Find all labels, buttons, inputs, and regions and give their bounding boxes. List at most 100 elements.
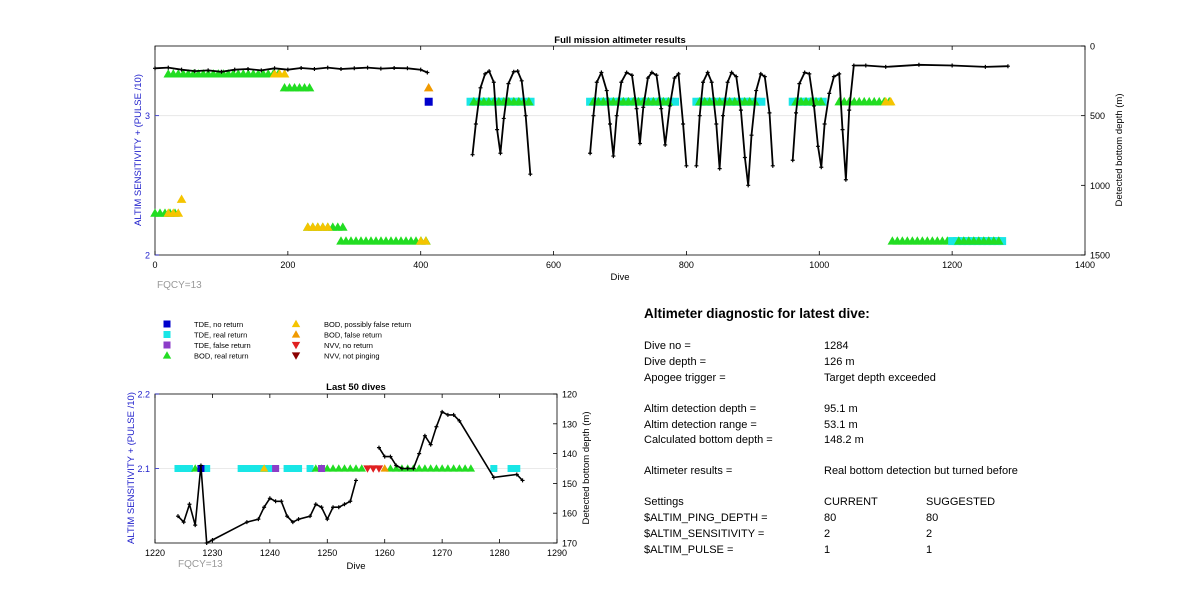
legend-label: NVV, not pinging [324,352,380,361]
sensitivity-suggested: 2 [926,528,933,540]
depth-point [746,183,751,188]
depth-point [491,80,496,85]
marker-tde-real-return [203,465,211,472]
plot-frame [154,45,1086,256]
marker-bod-possibly-false [279,69,290,78]
depth-point [308,514,313,519]
x-tick-label: 400 [413,260,428,270]
depth-point [523,113,528,118]
y2-axis-label: Detected bottom depth (m) [1114,94,1125,207]
depth-point [256,517,261,522]
depth-point [811,103,816,108]
x-tick-label: 1260 [375,548,395,558]
depth-point [279,499,284,504]
depth-point [428,442,433,447]
depth-point [339,66,343,71]
legend-item-bod-possibly-false: BOD, possibly false return [291,319,411,329]
dive-depth-value: 126 m [824,356,855,368]
chart-title: Last 50 dives [326,382,386,393]
depth-point [840,127,845,132]
depth-point [501,116,506,121]
marker-tde-real-return [671,97,680,106]
marker-tde-real-return [243,465,251,472]
marker-tde-real-return [174,465,182,472]
y2-tick-label: 1500 [1090,251,1110,261]
depth-line [695,70,774,186]
depth-point [506,81,511,86]
depth-point [663,142,668,147]
depth-point [694,163,699,168]
marker-tde-real-return [788,97,797,106]
y2-tick-label: 140 [562,449,577,459]
dive-no-value: 1284 [824,340,849,352]
calculated-bottom-depth-label: Calculated bottom depth = [644,434,773,446]
marker-bod-real-return [449,464,458,472]
last-50-dives-chart: Last 50 dives ALTIM SENSITIVITY + (PULSE… [126,382,592,572]
depth-point [676,71,681,76]
depth-point [770,163,775,168]
depth-point [244,520,249,525]
marker-bod-real-return [426,464,435,472]
altimeter-results-label: Altimeter results = [644,465,733,477]
depth-point [604,88,609,93]
depth-point [206,68,211,73]
depth-point [519,78,524,83]
y2-tick-label: 1000 [1090,181,1110,191]
marker-bod-real-return [437,464,447,472]
marker-tde-real-return [185,465,193,472]
x-tick-label: 600 [546,260,561,270]
depth-point [166,65,171,70]
marker-tde-real-return [180,465,188,472]
depth-point [649,70,654,75]
marker-bod-real-return [340,464,349,472]
altimeter-results-value: Real bottom detection but turned before [824,465,1018,477]
depth-point [313,502,318,507]
settings-label: Settings [644,496,684,508]
y-tick-label: 2.1 [137,464,150,474]
marker-tde-no-return [424,97,433,106]
marker-bod-possibly-false [259,464,269,472]
depth-point [641,105,646,110]
depth-point [187,502,192,507]
depth-point [153,66,157,71]
legend-marker-bod-false-return [291,330,301,338]
depth-point [296,517,301,522]
depth-point [794,110,799,115]
depth-point [720,113,725,118]
y-axis-label: ALTIM SENSITIVITY + (PULSE /10) [126,392,137,544]
depth-point [342,502,347,507]
x-tick-label: 1230 [202,548,222,558]
marker-bod-real-return [323,464,332,472]
depth-line [177,465,357,545]
depth-point [285,514,290,519]
y2-tick-label: 170 [562,539,577,549]
marker-bod-real-return [816,96,826,106]
marker-bod-real-return [304,83,315,92]
full-mission-chart: Full mission altimeter results ALTIM SEN… [133,35,1125,291]
depth-point [181,520,186,525]
depth-point [591,113,596,118]
depth-point [705,70,710,75]
depth-point [851,63,856,68]
depth-point [659,106,664,111]
marker-tde-real-return [289,465,297,472]
y2-tick-label: 160 [562,509,577,519]
marker-tde-false-return [272,465,280,472]
legend-marker-nvv-not-pinging [291,352,301,360]
depth-point [511,69,516,74]
depth-point [394,463,399,468]
marker-bod-real-return [334,464,343,472]
depth-point [754,88,759,93]
legend-item-tde-false-return: TDE, false return [163,341,251,350]
marker-tde-real-return [998,237,1007,246]
marker-tde-real-return [513,465,521,472]
altim-detection-depth-value: 95.1 m [824,403,858,415]
depth-point [319,505,324,510]
pulse-label: $ALTIM_PULSE = [644,544,734,556]
depth-point [273,499,278,504]
depth-point [742,155,747,160]
depth-line [471,69,532,175]
depth-point [259,68,264,73]
fqcy-annotation: FQCY=13 [157,280,202,291]
depth-point [365,65,370,70]
